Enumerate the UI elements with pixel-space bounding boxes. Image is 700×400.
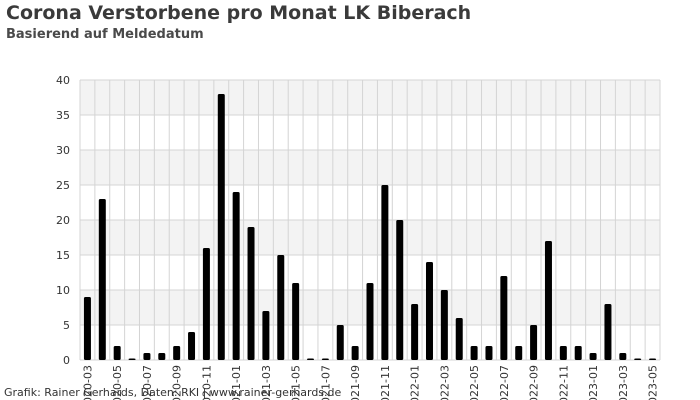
x-tick-label: 2022-03 [438,365,451,400]
bar-2021-02 [247,227,255,360]
y-axis-ticks: 0 5 10 15 20 25 30 35 40 [56,74,70,367]
y-tick-label: 25 [56,179,70,192]
x-axis-ticks: 2020-03 2020-05 2020-07 2020-09 2020-11 2021-… [81,365,659,400]
bar-2021-10 [366,283,374,360]
bar-2023-03 [619,353,627,360]
x-tick-label: 2022-01 [409,365,422,400]
x-tick-label: 2020-11 [200,365,213,400]
grid-band [80,150,660,185]
bar-2021-05 [292,283,300,360]
bar-2021-09 [351,346,359,360]
y-tick-label: 30 [56,144,70,157]
grid-band [80,220,660,255]
y-tick-label: 5 [63,319,70,332]
bar-2021-07 [321,358,329,360]
bar-2022-12 [574,346,582,360]
bar-2020-04 [98,199,106,360]
bar-2020-12 [217,94,225,360]
bar-2020-11 [202,248,210,360]
bar-2020-06 [128,358,136,360]
bar-2021-01 [232,192,240,360]
x-tick-label: 2021-09 [349,365,362,400]
x-tick-label: 2020-07 [141,365,154,400]
bar-2020-08 [158,353,166,360]
y-tick-label: 10 [56,284,70,297]
bar-2021-03 [262,311,270,360]
bar-2022-05 [470,346,478,360]
bar-2021-06 [307,358,315,360]
bar-2022-02 [425,262,433,360]
x-tick-label: 2021-07 [319,365,332,400]
x-tick-label: 2020-03 [81,365,94,400]
y-tick-label: 20 [56,214,70,227]
x-tick-label: 2021-05 [290,365,303,400]
bar-2020-05 [113,346,121,360]
bar-2023-01 [589,353,597,360]
bar-2022-07 [500,276,508,360]
bar-2022-09 [530,325,538,360]
x-tick-label: 2022-05 [468,365,481,400]
bar-2020-07 [143,353,151,360]
y-tick-label: 40 [56,74,70,87]
bar-2021-08 [336,325,344,360]
bar-2021-12 [396,220,404,360]
x-tick-label: 2020-09 [171,365,184,400]
bar-2023-04 [634,358,642,360]
bar-2022-01 [411,304,419,360]
x-tick-label: 2021-03 [260,365,273,400]
y-tick-label: 35 [56,109,70,122]
x-tick-label: 2023-03 [617,365,630,400]
y-tick-label: 15 [56,249,70,262]
bar-2022-06 [485,346,493,360]
bar-2020-09 [173,346,181,360]
bar-2022-10 [544,241,552,360]
y-tick-label: 0 [63,354,70,367]
source-footer: Grafik: Rainer Gerhards, Daten: RKI | ww… [4,386,342,399]
bar-2021-11 [381,185,389,360]
bar-2023-05 [649,358,657,360]
grid-band [80,80,660,115]
x-tick-label: 2021-11 [379,365,392,400]
grid-lines [79,79,661,361]
bar-2022-04 [455,318,463,360]
bar-2022-08 [515,346,523,360]
x-tick-label: 2022-11 [557,365,570,400]
x-tick-label: 2020-05 [111,365,124,400]
x-tick-label: 2023-01 [587,365,600,400]
bar-2020-03 [83,297,91,360]
bar-2022-03 [440,290,448,360]
x-tick-label: 2022-09 [528,365,541,400]
x-tick-label: 2021-01 [230,365,243,400]
bar-2021-04 [277,255,285,360]
bar-2020-10 [188,332,196,360]
chart-subtitle: Basierend auf Meldedatum [6,27,204,42]
chart-title: Corona Verstorbene pro Monat LK Biberach [6,2,472,24]
bar-2022-11 [559,346,567,360]
x-tick-label: 2023-05 [647,365,660,400]
x-tick-label: 2022-07 [498,365,511,400]
bar-2023-02 [604,304,612,360]
bars [83,94,657,360]
